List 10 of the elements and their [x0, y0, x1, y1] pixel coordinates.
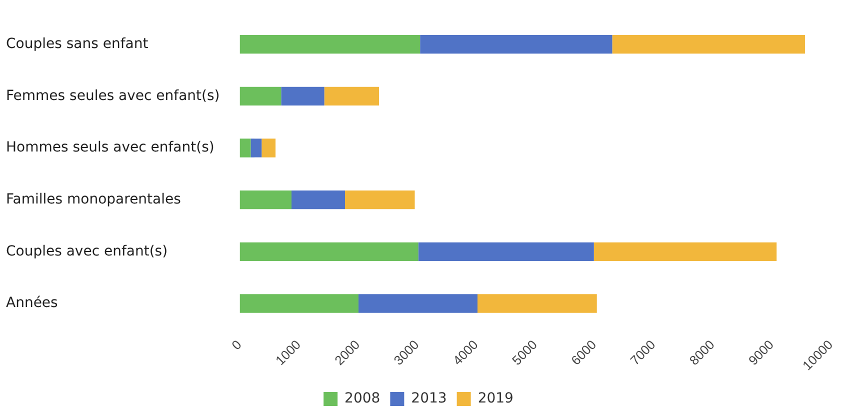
- y-tick-label: Années: [6, 295, 58, 312]
- y-tick-label: Familles monoparentales: [6, 191, 181, 208]
- legend-label: 2019: [478, 390, 514, 407]
- legend-label: 2008: [344, 390, 380, 407]
- y-tick-label: Couples avec enfant(s): [6, 243, 168, 260]
- legend-label: 2013: [411, 390, 447, 407]
- y-tick-label: Hommes seuls avec enfant(s): [6, 140, 214, 156]
- x-tick-label: 0: [228, 336, 244, 353]
- y-tick-label: Femmes seules avec enfant(s): [6, 88, 220, 104]
- y-tick-label: Couples sans enfant: [6, 36, 149, 52]
